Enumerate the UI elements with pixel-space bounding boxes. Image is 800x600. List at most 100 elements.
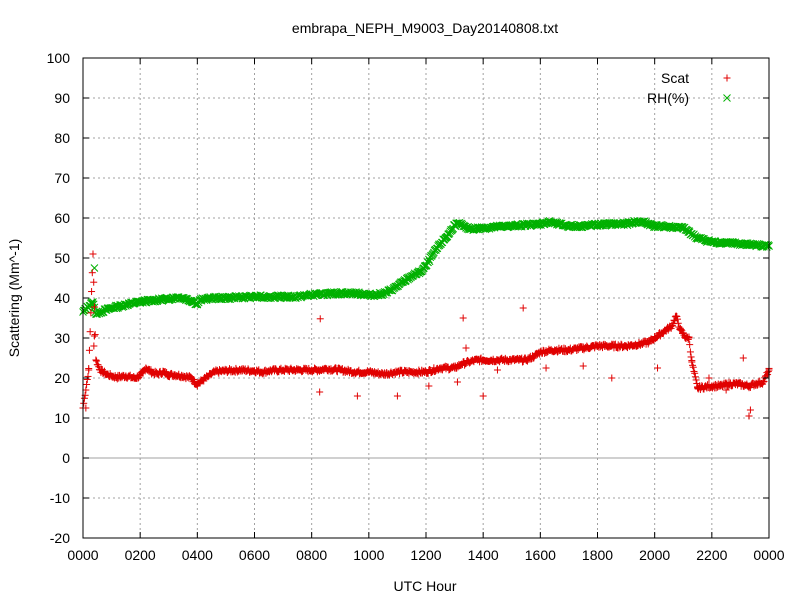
scat-point [754, 381, 762, 389]
scat-point [163, 368, 171, 376]
data-series [79, 216, 773, 420]
x-tick-label: 0600 [239, 547, 270, 563]
scat-point [654, 364, 662, 372]
x-tick-label: 1600 [525, 547, 556, 563]
scat-point [679, 329, 687, 337]
scat-point [671, 317, 679, 325]
scat-point [90, 332, 98, 340]
scat-point [425, 382, 433, 390]
x-tick-label: 1400 [468, 547, 499, 563]
rh-point [245, 291, 254, 300]
x-tick-label: 1000 [353, 547, 384, 563]
rh-point [443, 232, 452, 241]
scat-point [90, 278, 98, 286]
scat-point [691, 369, 699, 377]
scat-point [579, 362, 587, 370]
scat-point [746, 406, 754, 414]
scat-point [84, 372, 92, 380]
scat-point [197, 376, 205, 384]
axis-ticks [82, 57, 770, 539]
scat-point [644, 340, 652, 348]
scat-point [674, 319, 682, 327]
rh-point [425, 255, 433, 264]
scat-point [685, 333, 693, 341]
scat-point [745, 412, 753, 420]
x-tick-label: 0200 [125, 547, 156, 563]
scat-point [89, 250, 97, 258]
legend-marker [723, 74, 731, 82]
scat-point [688, 357, 696, 365]
x-tick-label: 0000 [67, 547, 98, 563]
scat-point [316, 315, 324, 323]
scat-point [670, 316, 678, 324]
scat-point [161, 368, 169, 376]
scat-point [462, 344, 470, 352]
legend: Scat RH(%) [647, 70, 731, 106]
scat-point [705, 374, 713, 382]
y-tick-label: 10 [54, 410, 70, 426]
x-tick-label: 0400 [182, 547, 213, 563]
scat-point [453, 378, 461, 386]
scat-point [85, 346, 93, 354]
chart-title: embrapa_NEPH_M9003_Day20140808.txt [292, 20, 558, 36]
x-tick-label: 2200 [696, 547, 727, 563]
y-tick-label: 80 [54, 130, 70, 146]
scat-point [686, 348, 694, 356]
scat-point [82, 404, 90, 412]
scat-point [134, 374, 142, 382]
legend-marker [723, 94, 731, 102]
y-tick-label: 20 [54, 370, 70, 386]
x-tick-label: 2000 [639, 547, 670, 563]
scat-point [686, 341, 694, 349]
y-tick-label: 100 [47, 50, 71, 66]
scat-point [690, 367, 698, 375]
y-tick-label: 30 [54, 330, 70, 346]
scat-point [654, 333, 662, 341]
scat-point [459, 314, 467, 322]
scat-point [461, 361, 469, 369]
series-rh [79, 216, 773, 319]
scat-point [86, 328, 94, 336]
scat-point [88, 269, 96, 277]
scat-point [542, 364, 550, 372]
scat-point [90, 303, 98, 311]
x-tick-label: 1200 [410, 547, 441, 563]
x-tick-label: 1800 [582, 547, 613, 563]
scat-point [689, 361, 697, 369]
scat-point [353, 392, 361, 400]
scat-point [493, 366, 501, 374]
scat-point [85, 364, 93, 372]
scat-point [91, 331, 99, 339]
scat-point [764, 371, 772, 379]
scat-point [479, 392, 487, 400]
series-scat [79, 250, 773, 420]
x-tick-labels: 0000 0200 0400 0600 0800 1000 1200 1400 1600 1800… [67, 547, 784, 563]
scat-point [406, 367, 414, 375]
scat-point [674, 315, 682, 323]
scat-point [428, 368, 436, 376]
scat-point [190, 375, 198, 383]
scat-point [83, 380, 91, 388]
scat-point [739, 354, 747, 362]
x-tick-label: 0000 [753, 547, 784, 563]
rh-point [533, 221, 542, 230]
y-tick-labels: -20 -10 0 10 20 30 40 50 60 70 80 90 100 [47, 50, 71, 546]
scat-point [93, 357, 101, 365]
scat-point [689, 363, 697, 371]
y-tick-label: 60 [54, 210, 70, 226]
scat-point [760, 377, 768, 385]
scat-point [316, 388, 324, 396]
scat-point [87, 309, 95, 317]
rh-point [667, 222, 676, 231]
scat-point [608, 374, 616, 382]
y-tick-label: -20 [50, 530, 70, 546]
scat-point [692, 376, 700, 384]
scat-point [83, 375, 91, 383]
scat-point [519, 304, 527, 312]
y-tick-label: 0 [62, 450, 70, 466]
x-tick-label: 0800 [296, 547, 327, 563]
scat-point [92, 356, 100, 364]
scat-point [530, 354, 538, 362]
scat-point [88, 288, 96, 296]
